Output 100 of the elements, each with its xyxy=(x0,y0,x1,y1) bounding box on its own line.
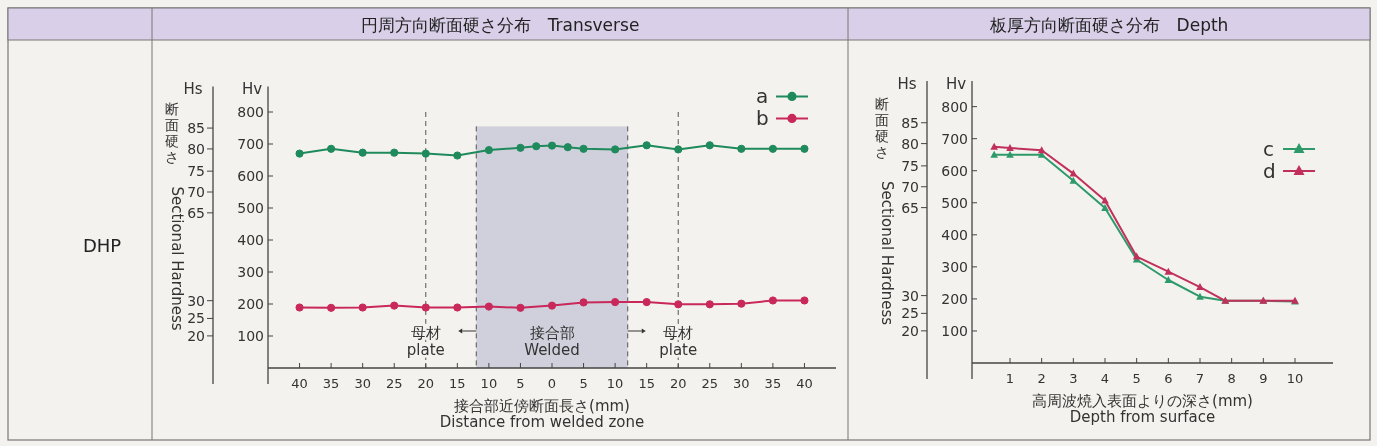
point xyxy=(532,142,541,151)
x-tick-label: 5 xyxy=(1132,371,1141,386)
y-tick-label: 800 xyxy=(941,98,968,115)
text: 70 xyxy=(901,178,919,195)
point xyxy=(1069,176,1078,184)
y-tick-label: 100 xyxy=(237,328,264,344)
legend: c xyxy=(1263,137,1316,161)
point xyxy=(674,145,683,154)
point xyxy=(642,141,651,150)
y-tick-label: 400 xyxy=(941,226,968,243)
point xyxy=(547,141,557,150)
point xyxy=(390,301,399,310)
point xyxy=(295,149,304,158)
x-tick-label: 30 xyxy=(354,376,371,391)
legend-label: b xyxy=(756,106,769,131)
point xyxy=(484,302,493,311)
y-tick-label: 700 xyxy=(941,130,968,147)
text: 20 xyxy=(187,327,205,344)
y-tick-label: 600 xyxy=(237,168,264,184)
x-axis-title: 高周波焼入表面よりの深さ(mm) Depth from surface xyxy=(1032,392,1253,426)
point xyxy=(453,303,462,312)
point xyxy=(358,303,367,312)
text: 85 xyxy=(187,120,205,137)
y-tick-label: 600 xyxy=(941,162,968,179)
x-tick-label: 40 xyxy=(291,376,308,391)
point xyxy=(1164,276,1173,283)
point xyxy=(516,303,525,312)
legend: b xyxy=(756,106,809,131)
y-tick-label: 500 xyxy=(941,194,968,211)
text: DHP xyxy=(82,235,122,256)
x-tick-label: 4 xyxy=(1100,371,1110,386)
point xyxy=(563,143,572,152)
x-tick-label: 20 xyxy=(669,376,687,391)
point xyxy=(1101,203,1109,211)
x-tick-label: 15 xyxy=(449,376,466,391)
text: 75 xyxy=(187,163,205,180)
text: Hs xyxy=(183,80,203,99)
y-tick-label: 400 xyxy=(237,232,264,248)
ref-line-label: 母材 plate xyxy=(659,324,698,359)
y-tick-label: 700 xyxy=(237,136,264,152)
point xyxy=(1037,146,1046,154)
point xyxy=(705,141,714,150)
y-tick-label: 500 xyxy=(237,200,264,216)
x-tick-label: 8 xyxy=(1227,371,1236,386)
x-tick-label: 6 xyxy=(1164,371,1173,386)
point xyxy=(579,298,588,307)
point xyxy=(674,300,683,309)
band-label: 接合部 Welded xyxy=(524,324,580,359)
x-tick-label: 3 xyxy=(1069,371,1078,386)
point xyxy=(1196,292,1204,300)
x-tick-label: 0 xyxy=(547,376,557,391)
text: Sectional Hardness xyxy=(878,181,896,326)
legend: d xyxy=(1263,159,1316,183)
x-axis-title: 接合部近傍断面長さ(mm) Distance from welded zone xyxy=(439,397,645,431)
point xyxy=(1006,143,1014,151)
text: 断面硬さ xyxy=(165,101,179,166)
y-tick-label: 200 xyxy=(941,290,968,307)
point xyxy=(705,300,714,309)
text: 20 xyxy=(901,322,919,339)
legend-label: c xyxy=(1263,137,1274,161)
point xyxy=(800,144,809,153)
text: 80 xyxy=(187,140,205,157)
text: 65 xyxy=(901,199,919,216)
point xyxy=(295,303,304,312)
x-tick-label: 20 xyxy=(417,376,435,391)
point xyxy=(1164,267,1173,275)
x-tick-label: 2 xyxy=(1037,371,1046,386)
point xyxy=(611,297,620,307)
y-tick-label: 800 xyxy=(237,104,264,120)
legend: a xyxy=(756,84,809,109)
x-tick-label: 5 xyxy=(579,376,588,391)
y-tick-label: 300 xyxy=(237,264,264,280)
text: 85 xyxy=(901,114,919,131)
x-tick-label: 35 xyxy=(322,376,340,391)
point xyxy=(421,149,430,158)
legend-label: a xyxy=(756,84,769,109)
point xyxy=(390,148,399,157)
x-tick-label: 40 xyxy=(796,376,813,391)
point xyxy=(327,303,336,312)
x-tick-label: 5 xyxy=(516,376,525,391)
x-tick-label: 1 xyxy=(1005,371,1015,386)
text: Sectional Hardness xyxy=(168,186,186,331)
point xyxy=(800,296,809,305)
point xyxy=(642,297,651,307)
x-tick-label: 10 xyxy=(606,376,624,391)
point xyxy=(516,143,525,152)
x-tick-label: 9 xyxy=(1259,371,1268,386)
point xyxy=(1006,150,1014,158)
text: Hs xyxy=(897,75,917,93)
point xyxy=(611,145,620,154)
point xyxy=(1196,283,1204,291)
point xyxy=(327,144,336,153)
x-tick-label: 25 xyxy=(385,376,403,391)
point xyxy=(1069,169,1078,177)
text: 65 xyxy=(187,204,205,221)
chart-title: 板厚方向断面硬さ分布 Depth xyxy=(988,15,1229,35)
point xyxy=(990,142,998,150)
point xyxy=(358,148,367,157)
text: 30 xyxy=(901,287,919,304)
text: 80 xyxy=(901,135,919,152)
